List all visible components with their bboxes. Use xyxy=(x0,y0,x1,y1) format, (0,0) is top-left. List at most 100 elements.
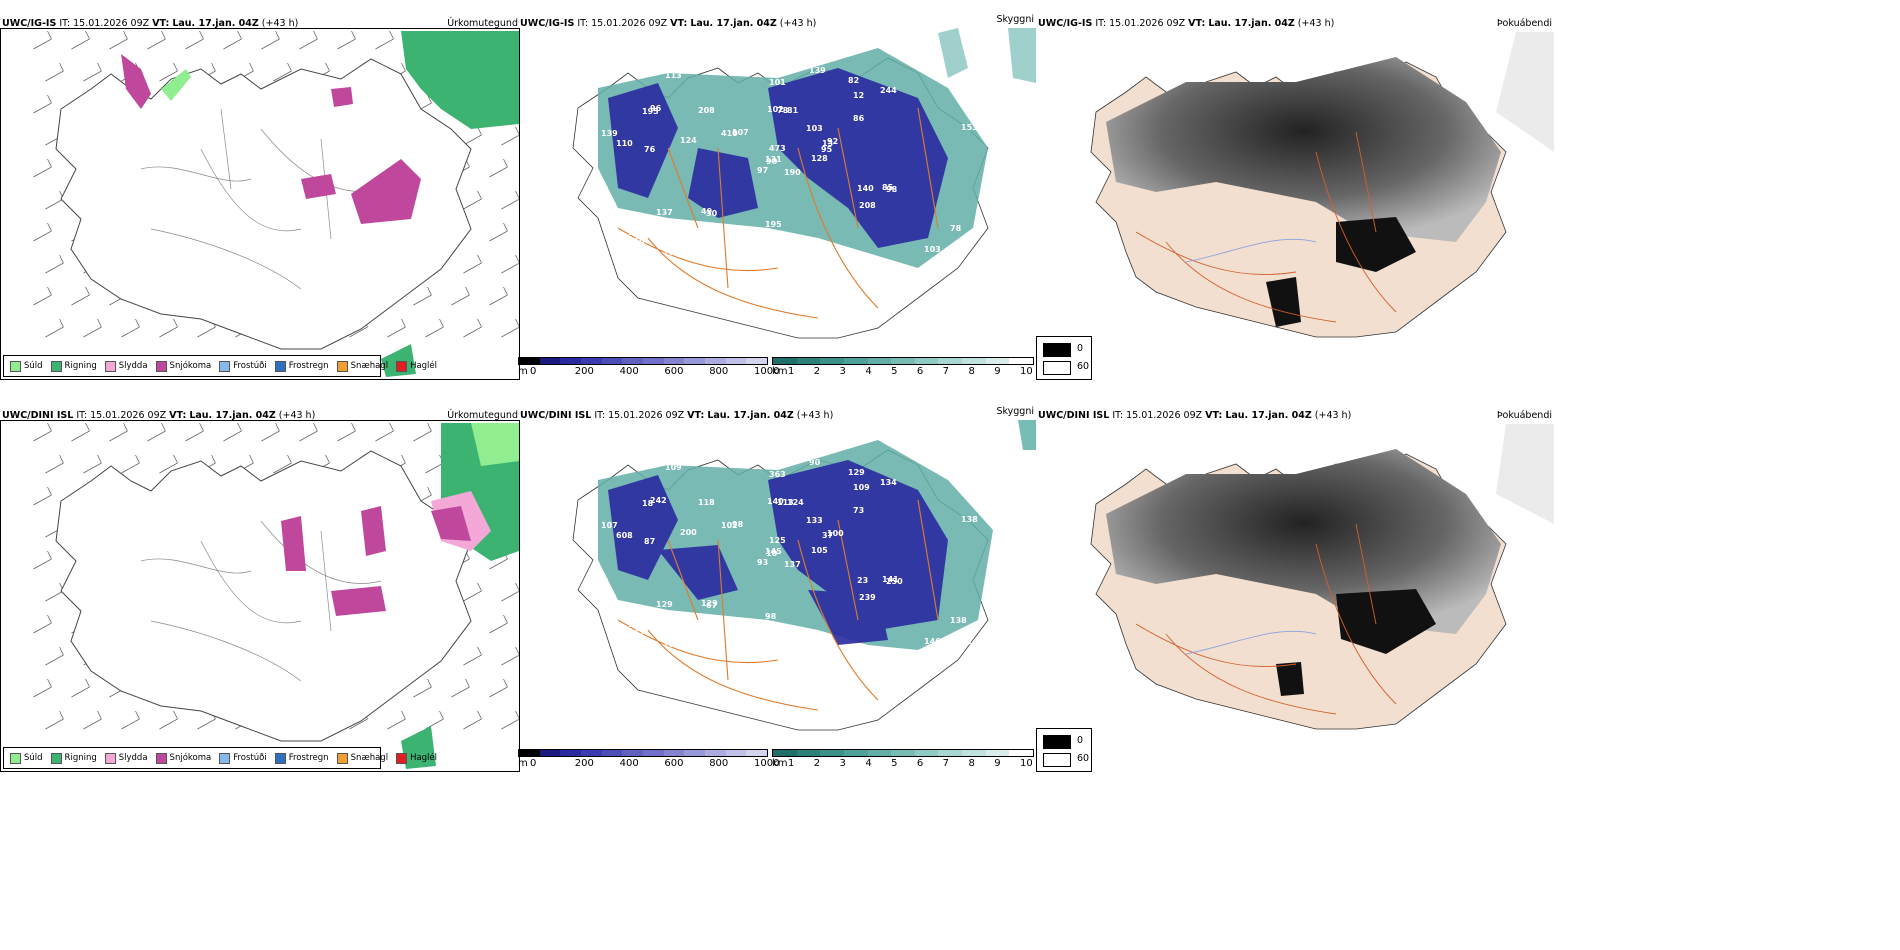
vis-colorbar xyxy=(772,749,1034,757)
vt-label: VT: xyxy=(1205,410,1223,421)
legend-label: Rigning xyxy=(64,753,97,763)
wind-barb xyxy=(501,190,519,210)
white-label: 60 xyxy=(1077,753,1090,764)
legend-item: Snæhagl xyxy=(336,360,388,372)
colorbar-tick: 6 xyxy=(916,366,924,377)
colorbar-segment xyxy=(746,358,768,364)
model-name: UWC/DINI ISL xyxy=(520,410,592,421)
wind-barb xyxy=(375,422,394,442)
colorbar-segment xyxy=(539,750,561,756)
offshore-low-vis xyxy=(938,28,1036,83)
wind-barb xyxy=(501,582,519,602)
wind-barb xyxy=(463,582,482,602)
wind-barb xyxy=(33,550,52,570)
vis-value-label: 14 xyxy=(628,228,640,237)
colorbar-tick: 600 xyxy=(664,366,684,377)
vis-value-label: 410 xyxy=(721,129,738,138)
colorbar-tick: 6 xyxy=(916,758,924,769)
vis-value-label: 93 xyxy=(757,558,768,567)
very-low-vis-area xyxy=(608,68,948,248)
cloud-legend-bottom: 0 60 xyxy=(1036,728,1092,772)
wind-barb xyxy=(261,422,280,442)
wind-barb xyxy=(223,30,242,50)
vis-value-label: 118 xyxy=(698,498,715,507)
wind-barb xyxy=(45,710,64,730)
colorbar-segment xyxy=(773,358,797,364)
vis-value-label: 10 xyxy=(766,549,778,558)
legend-item: Rigning xyxy=(50,752,97,764)
wind-barb xyxy=(413,678,432,698)
wind-barb xyxy=(33,422,52,442)
vis-value-label: 195 xyxy=(765,220,782,229)
vis-value-label: 87 xyxy=(644,537,655,546)
colorbar-segment xyxy=(867,750,892,756)
vis-value-label: 73 xyxy=(689,229,700,238)
vis-value-label: 140 xyxy=(767,497,784,506)
vis-value-label: 103 xyxy=(806,124,823,133)
panel-title: Skyggni xyxy=(996,406,1034,417)
vis-value-labels: 190 195 90 14 13 30 82 81 12 128 113 94 76 71 97 86 76 10… xyxy=(601,66,978,258)
vis-value-label: 145 xyxy=(765,547,782,556)
vis-value-label: 153 xyxy=(961,123,978,132)
panel-header: UWC/DINI ISL IT: 15.01.2026 09Z VT: Lau.… xyxy=(1036,410,1554,424)
vis-value-label: 98 xyxy=(886,185,898,194)
wind-barb xyxy=(425,710,444,730)
precip-map-top: Súld Rigning Slydda Snjókoma Frostúði Frostre… xyxy=(0,28,520,380)
legend-item: Snjókoma xyxy=(155,360,211,372)
colorbar-tick: 1 xyxy=(788,366,795,377)
it-label: IT: xyxy=(1112,410,1124,421)
dense-fog-area xyxy=(1266,217,1416,327)
vis-value-label: 78 xyxy=(777,106,789,115)
colorbar-segment xyxy=(663,358,685,364)
snow-area-2 xyxy=(281,506,386,616)
colorbar-segment xyxy=(843,358,868,364)
wind-barb xyxy=(33,222,52,242)
colorbar-segment xyxy=(914,750,939,756)
roads xyxy=(617,499,939,711)
colorbar-tick: 7 xyxy=(942,366,950,377)
legend-item: Snæhagl xyxy=(336,752,388,764)
vis-value-label: 110 xyxy=(616,139,633,148)
cloud-legend-top: 0 60 xyxy=(1036,336,1092,380)
wind-barb xyxy=(337,422,356,442)
vis-value-label: 13 xyxy=(822,139,833,148)
wind-barb xyxy=(185,30,204,50)
vt-value: Lau. 17.jan. 04Z xyxy=(172,18,259,29)
wind-barb xyxy=(261,30,280,50)
colorbar-segment xyxy=(985,358,1010,364)
vis-value-label: 76 xyxy=(663,248,675,257)
height-colorbar-top: m 0 200 400 600 800 1000 xyxy=(518,357,780,377)
legend-label: Súld xyxy=(24,361,43,371)
wind-barb xyxy=(83,454,102,474)
legend-item: Súld xyxy=(10,360,43,372)
panel-title: Úrkomutegund xyxy=(447,410,518,421)
model-name: UWC/DINI ISL xyxy=(2,410,74,421)
colorbar-tick: 0 xyxy=(530,758,537,769)
wind-barb xyxy=(223,422,242,442)
snow-area-3 xyxy=(301,174,336,199)
legend-item: Rigning xyxy=(50,360,97,372)
colorbar-tick: 4 xyxy=(865,366,872,377)
vis-value-label: 108 xyxy=(628,620,645,629)
vis-value-label: 244 xyxy=(880,86,897,95)
colorbar-segment xyxy=(938,358,963,364)
vis-value-label: 71 xyxy=(961,97,973,106)
colorbar-tick: 8 xyxy=(968,758,975,769)
legend-item: Haglél xyxy=(396,752,437,764)
colorbar-tick: 1 xyxy=(788,758,795,769)
wind-barb xyxy=(451,678,470,698)
snow-area-2 xyxy=(351,159,421,224)
colorbar-tick: 5 xyxy=(891,366,898,377)
colorbar-segment xyxy=(773,750,797,756)
vis-value-label: 138 xyxy=(961,515,978,524)
colorbar-segment xyxy=(581,358,602,364)
vis-value-label: 124 xyxy=(680,136,697,145)
wind-barb xyxy=(33,286,52,306)
wind-barb xyxy=(45,646,64,666)
legend-item: Haglél xyxy=(396,360,437,372)
colorbar-tick: 4 xyxy=(865,758,872,769)
vis-value-label: 195 xyxy=(642,107,659,116)
colorbar-tick: 1000 xyxy=(754,366,780,377)
colorbar-segment xyxy=(891,358,915,364)
wind-barb xyxy=(299,30,318,50)
